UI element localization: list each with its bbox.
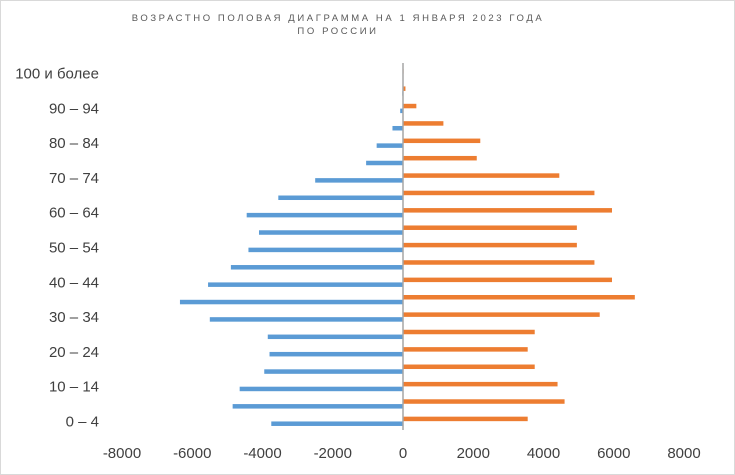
x-tick-label-0: -8000 xyxy=(103,445,141,462)
bars-group xyxy=(179,63,635,430)
y-tick-label-2: 20 – 24 xyxy=(49,344,99,361)
bar-positive-13 xyxy=(403,190,595,196)
bar-positive-5 xyxy=(403,329,535,335)
bar-negative-3 xyxy=(264,369,403,374)
x-tick-label-1: -6000 xyxy=(173,445,211,462)
bar-positive-11 xyxy=(403,225,577,230)
x-tick-label-8: 8000 xyxy=(667,445,700,462)
bar-positive-18 xyxy=(403,103,417,109)
bar-negative-12 xyxy=(246,212,403,218)
y-tick-label-9: 90 – 94 xyxy=(49,100,99,117)
bar-negative-7 xyxy=(179,299,403,305)
bar-positive-2 xyxy=(403,381,558,387)
bar-positive-10 xyxy=(403,242,577,248)
chart-title-line-1: ВОЗРАСТНО ПОЛОВАЯ ДИАГРАММА НА 1 ЯНВАРЯ … xyxy=(132,13,545,24)
y-tick-label-4: 40 – 44 xyxy=(49,274,99,291)
y-tick-label-1: 10 – 14 xyxy=(49,379,99,396)
y-tick-label-10: 100 и более xyxy=(15,66,99,83)
bar-negative-17 xyxy=(392,125,403,131)
bar-negative-18 xyxy=(400,108,403,114)
bar-negative-15 xyxy=(366,160,403,166)
bar-negative-5 xyxy=(267,334,403,340)
chart-title-line-2: ПО РОССИИ xyxy=(297,26,378,37)
bar-positive-0 xyxy=(403,416,528,422)
x-tick-label-2: -4000 xyxy=(243,445,281,462)
x-tick-label-3: -2000 xyxy=(314,445,352,462)
bar-positive-9 xyxy=(403,260,595,265)
bar-negative-13 xyxy=(278,195,403,201)
bar-positive-15 xyxy=(403,155,477,161)
bar-positive-7 xyxy=(403,294,635,300)
bar-positive-14 xyxy=(403,173,560,178)
bar-positive-4 xyxy=(403,347,528,352)
x-axis-labels: -8000 -6000 -4000 -2000 0 2000 4000 6000 8000 xyxy=(103,445,701,462)
bar-positive-8 xyxy=(403,277,612,283)
y-tick-label-8: 80 – 84 xyxy=(49,135,99,152)
bar-positive-1 xyxy=(403,399,565,404)
x-tick-label-6: 4000 xyxy=(527,445,560,462)
bar-positive-12 xyxy=(403,208,612,213)
y-tick-label-5: 50 – 54 xyxy=(49,240,99,257)
bar-negative-9 xyxy=(230,265,403,270)
x-tick-label-5: 2000 xyxy=(457,445,490,462)
bar-positive-17 xyxy=(403,121,444,126)
bar-positive-6 xyxy=(403,312,600,317)
bar-negative-10 xyxy=(248,247,403,253)
y-tick-label-6: 60 – 64 xyxy=(49,205,99,222)
bar-negative-2 xyxy=(239,386,403,392)
bar-negative-0 xyxy=(271,421,403,426)
x-tick-label-7: 6000 xyxy=(597,445,630,462)
bar-negative-16 xyxy=(376,143,403,148)
bar-negative-8 xyxy=(208,282,403,287)
bar-negative-11 xyxy=(258,230,403,235)
bar-negative-4 xyxy=(269,351,403,357)
bar-positive-16 xyxy=(403,138,481,144)
y-axis-labels: 0 – 4 10 – 14 20 – 24 30 – 34 40 – 44 50 – 54… xyxy=(15,66,99,431)
bar-negative-6 xyxy=(209,317,403,322)
bar-negative-14 xyxy=(315,178,403,183)
y-tick-label-3: 30 – 34 xyxy=(49,309,99,326)
bar-positive-3 xyxy=(403,364,535,370)
x-tick-label-4: 0 xyxy=(399,445,407,462)
y-tick-label-0: 0 – 4 xyxy=(66,413,99,430)
y-tick-label-7: 70 – 74 xyxy=(49,170,99,187)
bar-negative-1 xyxy=(232,404,403,409)
bar-positive-19 xyxy=(403,86,406,91)
